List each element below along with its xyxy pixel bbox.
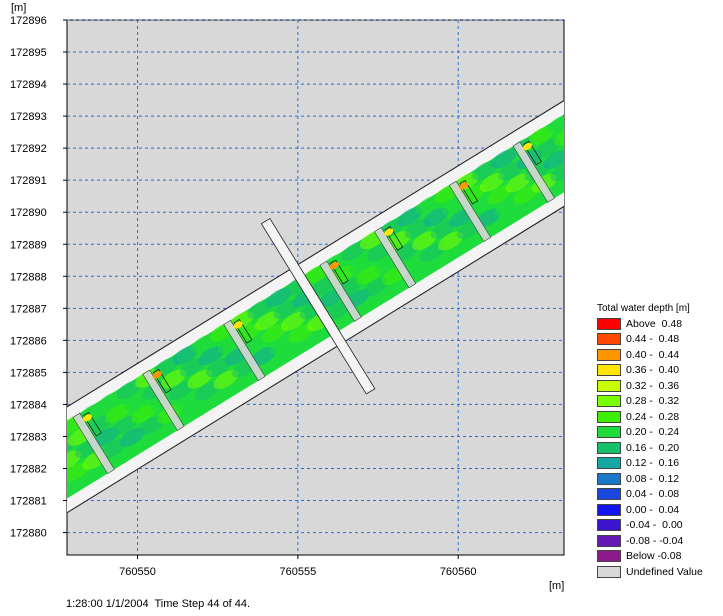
legend-label: 0.04 - 0.08 bbox=[626, 488, 680, 501]
legend-label: 0.44 - 0.48 bbox=[626, 333, 680, 346]
legend-swatch bbox=[597, 488, 621, 501]
channel-domain bbox=[67, 100, 564, 514]
y-tick-label: 172881 bbox=[10, 496, 47, 508]
legend-swatch bbox=[597, 395, 621, 408]
y-tick-label: 172884 bbox=[10, 399, 47, 411]
legend-item: 0.40 - 0.44 bbox=[597, 347, 721, 363]
y-tick-label: 172894 bbox=[10, 79, 47, 91]
legend-label: 0.36 - 0.40 bbox=[626, 364, 680, 377]
y-tick-label: 172885 bbox=[10, 367, 47, 379]
legend-label: 0.16 - 0.20 bbox=[626, 441, 680, 454]
legend-item: 0.24 - 0.28 bbox=[597, 409, 721, 425]
legend-item: 0.20 - 0.24 bbox=[597, 425, 721, 441]
legend-swatch bbox=[597, 317, 621, 330]
x-tick-label: 760560 bbox=[440, 566, 477, 578]
x-tick-label: 760555 bbox=[280, 566, 317, 578]
legend-item: 0.04 - 0.08 bbox=[597, 487, 721, 503]
legend-item: -0.04 - 0.00 bbox=[597, 518, 721, 534]
legend-item: 0.16 - 0.20 bbox=[597, 440, 721, 456]
y-tick-label: 172880 bbox=[10, 528, 47, 540]
legend-item: -0.08 - -0.04 bbox=[597, 533, 721, 549]
legend-label: Above 0.48 bbox=[626, 317, 683, 330]
legend-label: 0.20 - 0.24 bbox=[626, 426, 680, 439]
y-tick-label: 172895 bbox=[10, 47, 47, 59]
legend-label: 0.00 - 0.04 bbox=[626, 503, 680, 516]
legend: Total water depth [m] Above 0.48 0.44 - 0… bbox=[597, 302, 721, 580]
status-bar: 1:28:00 1/1/2004 Time Step 44 of 44. bbox=[66, 598, 250, 610]
legend-swatch bbox=[597, 550, 621, 563]
x-tick-label: 760550 bbox=[119, 566, 156, 578]
legend-title: Total water depth [m] bbox=[597, 303, 690, 314]
x-axis-ticks: 760550 760555 760560 bbox=[119, 555, 477, 578]
legend-swatch bbox=[597, 503, 621, 516]
legend-swatch bbox=[597, 441, 621, 454]
y-tick-label: 172888 bbox=[10, 271, 47, 283]
y-tick-label: 172882 bbox=[10, 464, 47, 476]
y-tick-label: 172891 bbox=[10, 175, 47, 187]
legend-label: -0.08 - -0.04 bbox=[626, 534, 684, 547]
legend-item: 0.44 - 0.48 bbox=[597, 332, 721, 348]
legend-label: -0.04 - 0.00 bbox=[626, 519, 683, 532]
legend-label: 0.08 - 0.12 bbox=[626, 472, 680, 485]
legend-swatch bbox=[597, 457, 621, 470]
y-tick-label: 172893 bbox=[10, 111, 47, 123]
y-tick-label: 172887 bbox=[10, 303, 47, 315]
legend-swatch bbox=[597, 333, 621, 346]
y-tick-label: 172890 bbox=[10, 207, 47, 219]
legend-item: Undefined Value bbox=[597, 564, 721, 580]
y-axis-ticks: 172896 172895 172894 172893 172892 172891 1728… bbox=[10, 15, 67, 540]
status-time: 1:28:00 1/1/2004 bbox=[66, 598, 149, 610]
legend-label: 0.12 - 0.16 bbox=[626, 457, 680, 470]
y-tick-label: 172892 bbox=[10, 143, 47, 155]
legend-label: 0.28 - 0.32 bbox=[626, 395, 680, 408]
legend-item: 0.12 - 0.16 bbox=[597, 456, 721, 472]
y-tick-label: 172896 bbox=[10, 15, 47, 27]
legend-swatch bbox=[597, 472, 621, 485]
legend-swatch bbox=[597, 410, 621, 423]
legend-label: 0.32 - 0.36 bbox=[626, 379, 680, 392]
legend-swatch bbox=[597, 379, 621, 392]
legend-item: 0.36 - 0.40 bbox=[597, 363, 721, 379]
legend-item: 0.32 - 0.36 bbox=[597, 378, 721, 394]
legend-swatch bbox=[597, 519, 621, 532]
y-tick-label: 172886 bbox=[10, 335, 47, 347]
legend-swatch bbox=[597, 534, 621, 547]
status-step: Time Step 44 of 44. bbox=[154, 598, 251, 610]
legend-label: Undefined Value bbox=[626, 565, 703, 578]
legend-label: 0.40 - 0.44 bbox=[626, 348, 680, 361]
legend-swatch bbox=[597, 364, 621, 377]
y-tick-label: 172889 bbox=[10, 239, 47, 251]
cross-structure bbox=[260, 217, 376, 395]
legend-swatch bbox=[597, 565, 621, 578]
y-axis-unit: [m] bbox=[11, 2, 27, 14]
legend-label: Below -0.08 bbox=[626, 550, 682, 563]
legend-swatch bbox=[597, 426, 621, 439]
legend-label: 0.24 - 0.28 bbox=[626, 410, 680, 423]
legend-item: 0.08 - 0.12 bbox=[597, 471, 721, 487]
legend-item: Below -0.08 bbox=[597, 549, 721, 565]
legend-item: Above 0.48 bbox=[597, 316, 721, 332]
legend-swatch bbox=[597, 348, 621, 361]
legend-item: 0.00 - 0.04 bbox=[597, 502, 721, 518]
y-tick-label: 172883 bbox=[10, 431, 47, 443]
x-axis-unit: [m] bbox=[549, 580, 565, 592]
legend-item: 0.28 - 0.32 bbox=[597, 394, 721, 410]
